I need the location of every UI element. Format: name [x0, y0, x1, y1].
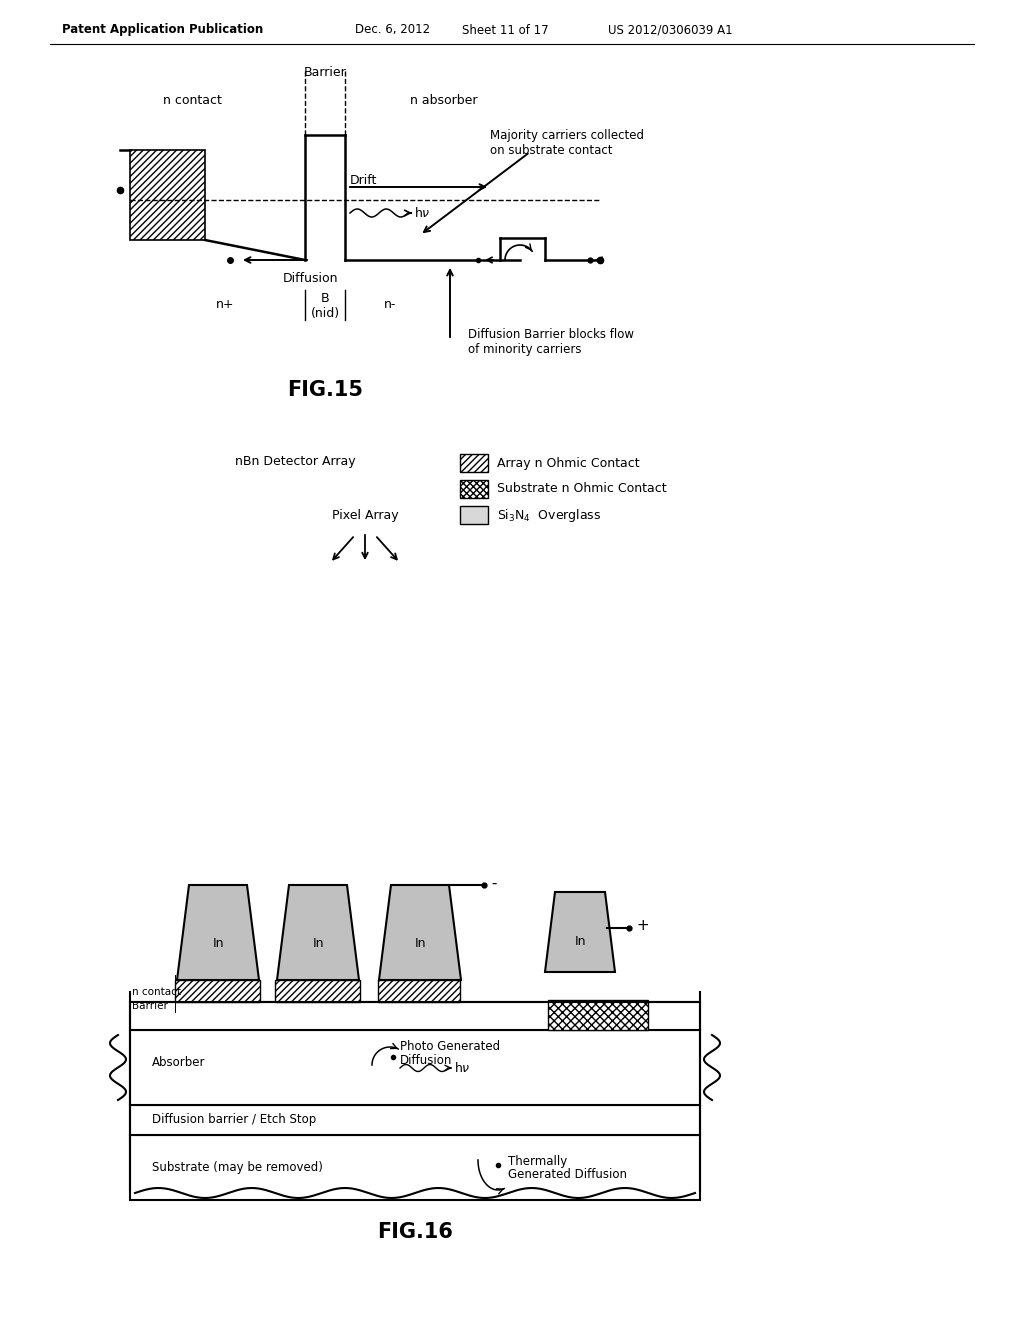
Text: (nid): (nid): [310, 308, 340, 321]
Text: of minority carriers: of minority carriers: [468, 343, 582, 356]
Text: Generated Diffusion: Generated Diffusion: [508, 1168, 627, 1181]
Text: -: -: [487, 875, 498, 891]
Text: Thermally: Thermally: [508, 1155, 567, 1168]
Text: n absorber: n absorber: [410, 94, 477, 107]
Text: Majority carriers collected: Majority carriers collected: [490, 128, 644, 141]
Text: Absorber: Absorber: [152, 1056, 206, 1069]
Text: n contact: n contact: [132, 987, 181, 997]
Bar: [460, 480, 488, 498]
Text: Barrier: Barrier: [304, 66, 346, 78]
Polygon shape: [379, 884, 461, 979]
Bar: [175, 979, 260, 1002]
Text: n+: n+: [216, 298, 234, 312]
Bar: [460, 506, 488, 524]
Polygon shape: [177, 884, 259, 979]
Bar: [378, 979, 460, 1002]
Text: Si$_3$N$_4$  Overglass: Si$_3$N$_4$ Overglass: [497, 507, 601, 524]
Text: h$\nu$: h$\nu$: [454, 1061, 471, 1074]
Bar: [130, 1135, 700, 1200]
Text: Substrate n Ohmic Contact: Substrate n Ohmic Contact: [497, 483, 667, 495]
Text: Diffusion: Diffusion: [400, 1053, 453, 1067]
Text: nBn Detector Array: nBn Detector Array: [234, 455, 355, 469]
Text: on substrate contact: on substrate contact: [490, 144, 612, 157]
Text: Diffusion barrier / Etch Stop: Diffusion barrier / Etch Stop: [152, 1114, 316, 1126]
Text: +: +: [632, 919, 649, 933]
Text: Drift: Drift: [350, 173, 378, 186]
Text: Photo Generated: Photo Generated: [400, 1040, 500, 1053]
Text: FIG.16: FIG.16: [377, 1222, 453, 1242]
Bar: [130, 1105, 700, 1135]
Text: Dec. 6, 2012: Dec. 6, 2012: [355, 24, 430, 37]
Text: Array n Ohmic Contact: Array n Ohmic Contact: [497, 457, 640, 470]
Text: n contact: n contact: [163, 94, 221, 107]
Polygon shape: [545, 892, 615, 972]
Text: Barrier: Barrier: [132, 1001, 168, 1011]
Text: Diffusion: Diffusion: [283, 272, 338, 285]
Bar: [275, 979, 360, 1002]
Bar: [130, 1030, 700, 1105]
Bar: [130, 150, 205, 240]
Text: In: In: [212, 937, 224, 950]
Text: In: In: [415, 937, 426, 950]
Bar: [548, 1001, 648, 1030]
Text: FIG.15: FIG.15: [287, 380, 362, 400]
Text: Patent Application Publication: Patent Application Publication: [62, 24, 263, 37]
Bar: [460, 454, 488, 473]
Text: h$\nu$: h$\nu$: [414, 206, 431, 220]
Text: Substrate (may be removed): Substrate (may be removed): [152, 1162, 323, 1173]
Text: In: In: [312, 937, 324, 950]
Text: US 2012/0306039 A1: US 2012/0306039 A1: [608, 24, 732, 37]
Text: Pixel Array: Pixel Array: [332, 508, 398, 521]
Text: In: In: [574, 935, 586, 948]
Bar: [130, 1002, 700, 1030]
Text: Sheet 11 of 17: Sheet 11 of 17: [462, 24, 549, 37]
Polygon shape: [278, 884, 359, 979]
Text: B: B: [321, 292, 330, 305]
Text: n-: n-: [384, 298, 396, 312]
Text: Diffusion Barrier blocks flow: Diffusion Barrier blocks flow: [468, 329, 634, 342]
